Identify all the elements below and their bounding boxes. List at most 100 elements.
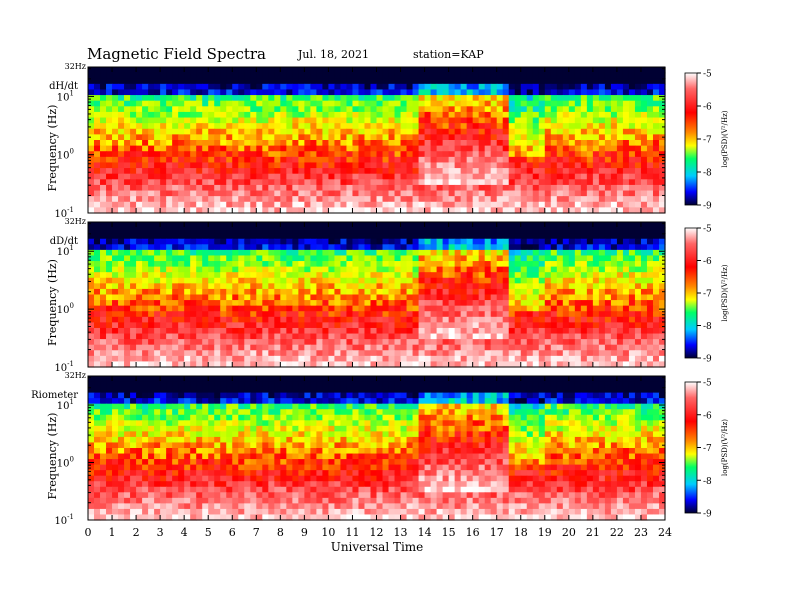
- heatmap-cell: [574, 277, 582, 284]
- heatmap-cell: [226, 95, 233, 102]
- heatmap-cell: [436, 339, 444, 346]
- heatmap-cell: [514, 272, 522, 279]
- heatmap-cell: [154, 288, 161, 296]
- heatmap-cell: [436, 173, 444, 180]
- heatmap-cell: [514, 111, 522, 119]
- heatmap-cell: [358, 151, 366, 158]
- heatmap-cell: [244, 89, 251, 96]
- heatmap-cell: [256, 283, 263, 290]
- heatmap-cell: [334, 294, 342, 301]
- heatmap-cell: [202, 123, 209, 130]
- heatmap-cell: [538, 322, 546, 329]
- heatmap-cell: [160, 322, 167, 329]
- heatmap-cell: [286, 227, 293, 234]
- heatmap-cell: [280, 294, 287, 301]
- heatmap-cell: [148, 238, 155, 245]
- heatmap-cell: [568, 140, 576, 147]
- heatmap-cell: [544, 311, 552, 318]
- heatmap-cell: [502, 305, 510, 312]
- heatmap-cell: [94, 350, 101, 357]
- heatmap-cell: [562, 233, 570, 240]
- heatmap-cell: [640, 227, 648, 234]
- heatmap-cell: [544, 134, 552, 141]
- heatmap-cell: [574, 316, 582, 323]
- heatmap-cell: [478, 272, 486, 279]
- heatmap-cell: [250, 311, 257, 318]
- heatmap-cell: [196, 83, 203, 91]
- heatmap-cell: [364, 233, 372, 240]
- heatmap-cell: [424, 100, 432, 107]
- heatmap-cell: [574, 179, 582, 186]
- heatmap-cell: [622, 184, 630, 192]
- heatmap-cell: [196, 151, 203, 158]
- heatmap-cell: [232, 201, 239, 208]
- heatmap-cell: [394, 261, 402, 268]
- heatmap-cell: [142, 184, 149, 192]
- heatmap-cell: [298, 168, 305, 175]
- heatmap-cell: [112, 305, 119, 312]
- heatmap-cell: [298, 95, 305, 102]
- heatmap-cell: [316, 173, 324, 180]
- heatmap-cell: [412, 261, 420, 268]
- heatmap-cell: [154, 255, 161, 262]
- heatmap-cell: [460, 322, 468, 329]
- heatmap-cell: [520, 322, 528, 329]
- heatmap-cell: [304, 140, 311, 147]
- heatmap-cell: [106, 78, 113, 85]
- heatmap-cell: [568, 151, 576, 158]
- heatmap-cell: [544, 261, 552, 268]
- heatmap-cell: [106, 134, 113, 141]
- heatmap-cell: [100, 168, 107, 175]
- heatmap-cell: [298, 249, 305, 257]
- heatmap-cell: [172, 128, 179, 135]
- heatmap-cell: [256, 67, 263, 74]
- heatmap-cell: [88, 227, 95, 234]
- heatmap-cell: [340, 277, 348, 284]
- heatmap-cell: [538, 117, 546, 124]
- heatmap-cell: [328, 222, 336, 229]
- heatmap-cell: [100, 123, 107, 130]
- heatmap-cell: [514, 190, 522, 197]
- heatmap-cell: [490, 196, 498, 203]
- heatmap-cell: [424, 201, 432, 208]
- heatmap-cell: [490, 249, 498, 257]
- heatmap-cell: [172, 233, 179, 240]
- heatmap-cell: [178, 196, 185, 203]
- heatmap-cell: [334, 140, 342, 147]
- heatmap-cell: [544, 168, 552, 175]
- heatmap-cell: [502, 67, 510, 74]
- heatmap-cell: [424, 145, 432, 152]
- heatmap-cell: [100, 201, 107, 208]
- heatmap-cell: [286, 78, 293, 85]
- heatmap-cell: [454, 300, 462, 307]
- heatmap-cell: [574, 134, 582, 141]
- heatmap-cell: [106, 128, 113, 135]
- heatmap-cell: [592, 128, 600, 135]
- heatmap-cell: [400, 156, 408, 164]
- heatmap-cell: [166, 179, 173, 186]
- heatmap-cell: [610, 227, 618, 234]
- heatmap-cell: [598, 156, 606, 164]
- heatmap-cell: [400, 179, 408, 186]
- heatmap-cell: [142, 294, 149, 301]
- heatmap-cell: [142, 238, 149, 245]
- heatmap-cell: [286, 123, 293, 130]
- heatmap-cell: [238, 145, 245, 152]
- heatmap-cell: [418, 145, 426, 152]
- heatmap-cell: [190, 168, 197, 175]
- heatmap-cell: [538, 123, 546, 130]
- heatmap-cell: [442, 173, 450, 180]
- heatmap-cell: [376, 156, 384, 164]
- heatmap-cell: [280, 173, 287, 180]
- heatmap-cell: [352, 67, 360, 74]
- heatmap-cell: [202, 196, 209, 203]
- heatmap-cell: [538, 168, 546, 175]
- heatmap-cell: [352, 184, 360, 192]
- heatmap-cell: [592, 288, 600, 296]
- heatmap-cell: [526, 355, 534, 363]
- heatmap-cell: [568, 350, 576, 357]
- heatmap-cell: [334, 168, 342, 175]
- heatmap-cell: [592, 89, 600, 96]
- heatmap-cell: [244, 244, 251, 251]
- heatmap-cell: [460, 288, 468, 296]
